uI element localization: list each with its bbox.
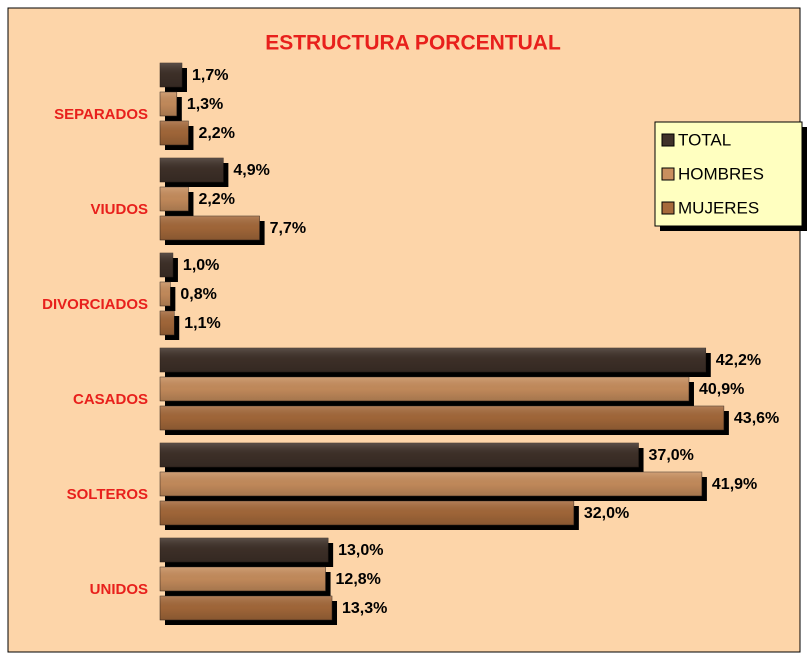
bar-shade xyxy=(160,567,326,591)
value-label: 1,1% xyxy=(184,315,220,332)
value-label: 1,3% xyxy=(187,96,223,113)
bar-shade xyxy=(160,92,177,116)
value-label: 43,6% xyxy=(734,410,779,427)
bar-shade xyxy=(160,311,175,335)
value-label: 37,0% xyxy=(649,447,694,464)
value-label: 7,7% xyxy=(270,220,306,237)
chart-area xyxy=(7,7,801,653)
value-label: 1,7% xyxy=(192,67,228,84)
category-label: VIUDOS xyxy=(90,201,148,218)
value-label: 0,8% xyxy=(180,286,216,303)
bar-shade xyxy=(160,121,189,145)
value-label: 12,8% xyxy=(336,571,381,588)
value-label: 40,9% xyxy=(699,381,744,398)
bar-shade xyxy=(160,158,224,182)
legend-swatch xyxy=(661,167,675,181)
bar-shade xyxy=(160,63,182,87)
bar-shade xyxy=(160,406,724,430)
legend xyxy=(654,121,803,227)
bar-shade xyxy=(160,282,171,306)
value-label: 13,0% xyxy=(338,542,383,559)
value-label: 2,2% xyxy=(198,125,234,142)
category-label: UNIDOS xyxy=(90,581,148,598)
bar-shade xyxy=(160,501,574,525)
value-label: 41,9% xyxy=(712,476,757,493)
bar-shade xyxy=(160,443,639,467)
bar-shade xyxy=(160,472,702,496)
legend-swatch xyxy=(661,133,675,147)
legend-swatch xyxy=(661,201,675,215)
bar-shade xyxy=(160,538,329,562)
category-label: CASADOS xyxy=(73,391,148,408)
bar-shade xyxy=(160,187,189,211)
value-label: 13,3% xyxy=(342,600,387,617)
bar-shade xyxy=(160,377,689,401)
category-label: SOLTEROS xyxy=(67,486,148,503)
legend-label: MUJERES xyxy=(678,198,759,217)
bar-shade xyxy=(160,216,260,240)
value-label: 2,2% xyxy=(198,191,234,208)
value-label: 1,0% xyxy=(183,257,219,274)
legend-label: TOTAL xyxy=(678,130,731,149)
value-label: 32,0% xyxy=(584,505,629,522)
legend-label: HOMBRES xyxy=(678,164,764,183)
value-label: 42,2% xyxy=(716,352,761,369)
category-label: SEPARADOS xyxy=(54,106,148,123)
category-label: DIVORCIADOS xyxy=(42,296,148,313)
bar-shade xyxy=(160,596,333,620)
chart-title: ESTRUCTURA PORCENTUAL xyxy=(265,32,561,55)
bar-shade xyxy=(160,253,173,277)
value-label: 4,9% xyxy=(233,162,269,179)
bar-shade xyxy=(160,348,706,372)
